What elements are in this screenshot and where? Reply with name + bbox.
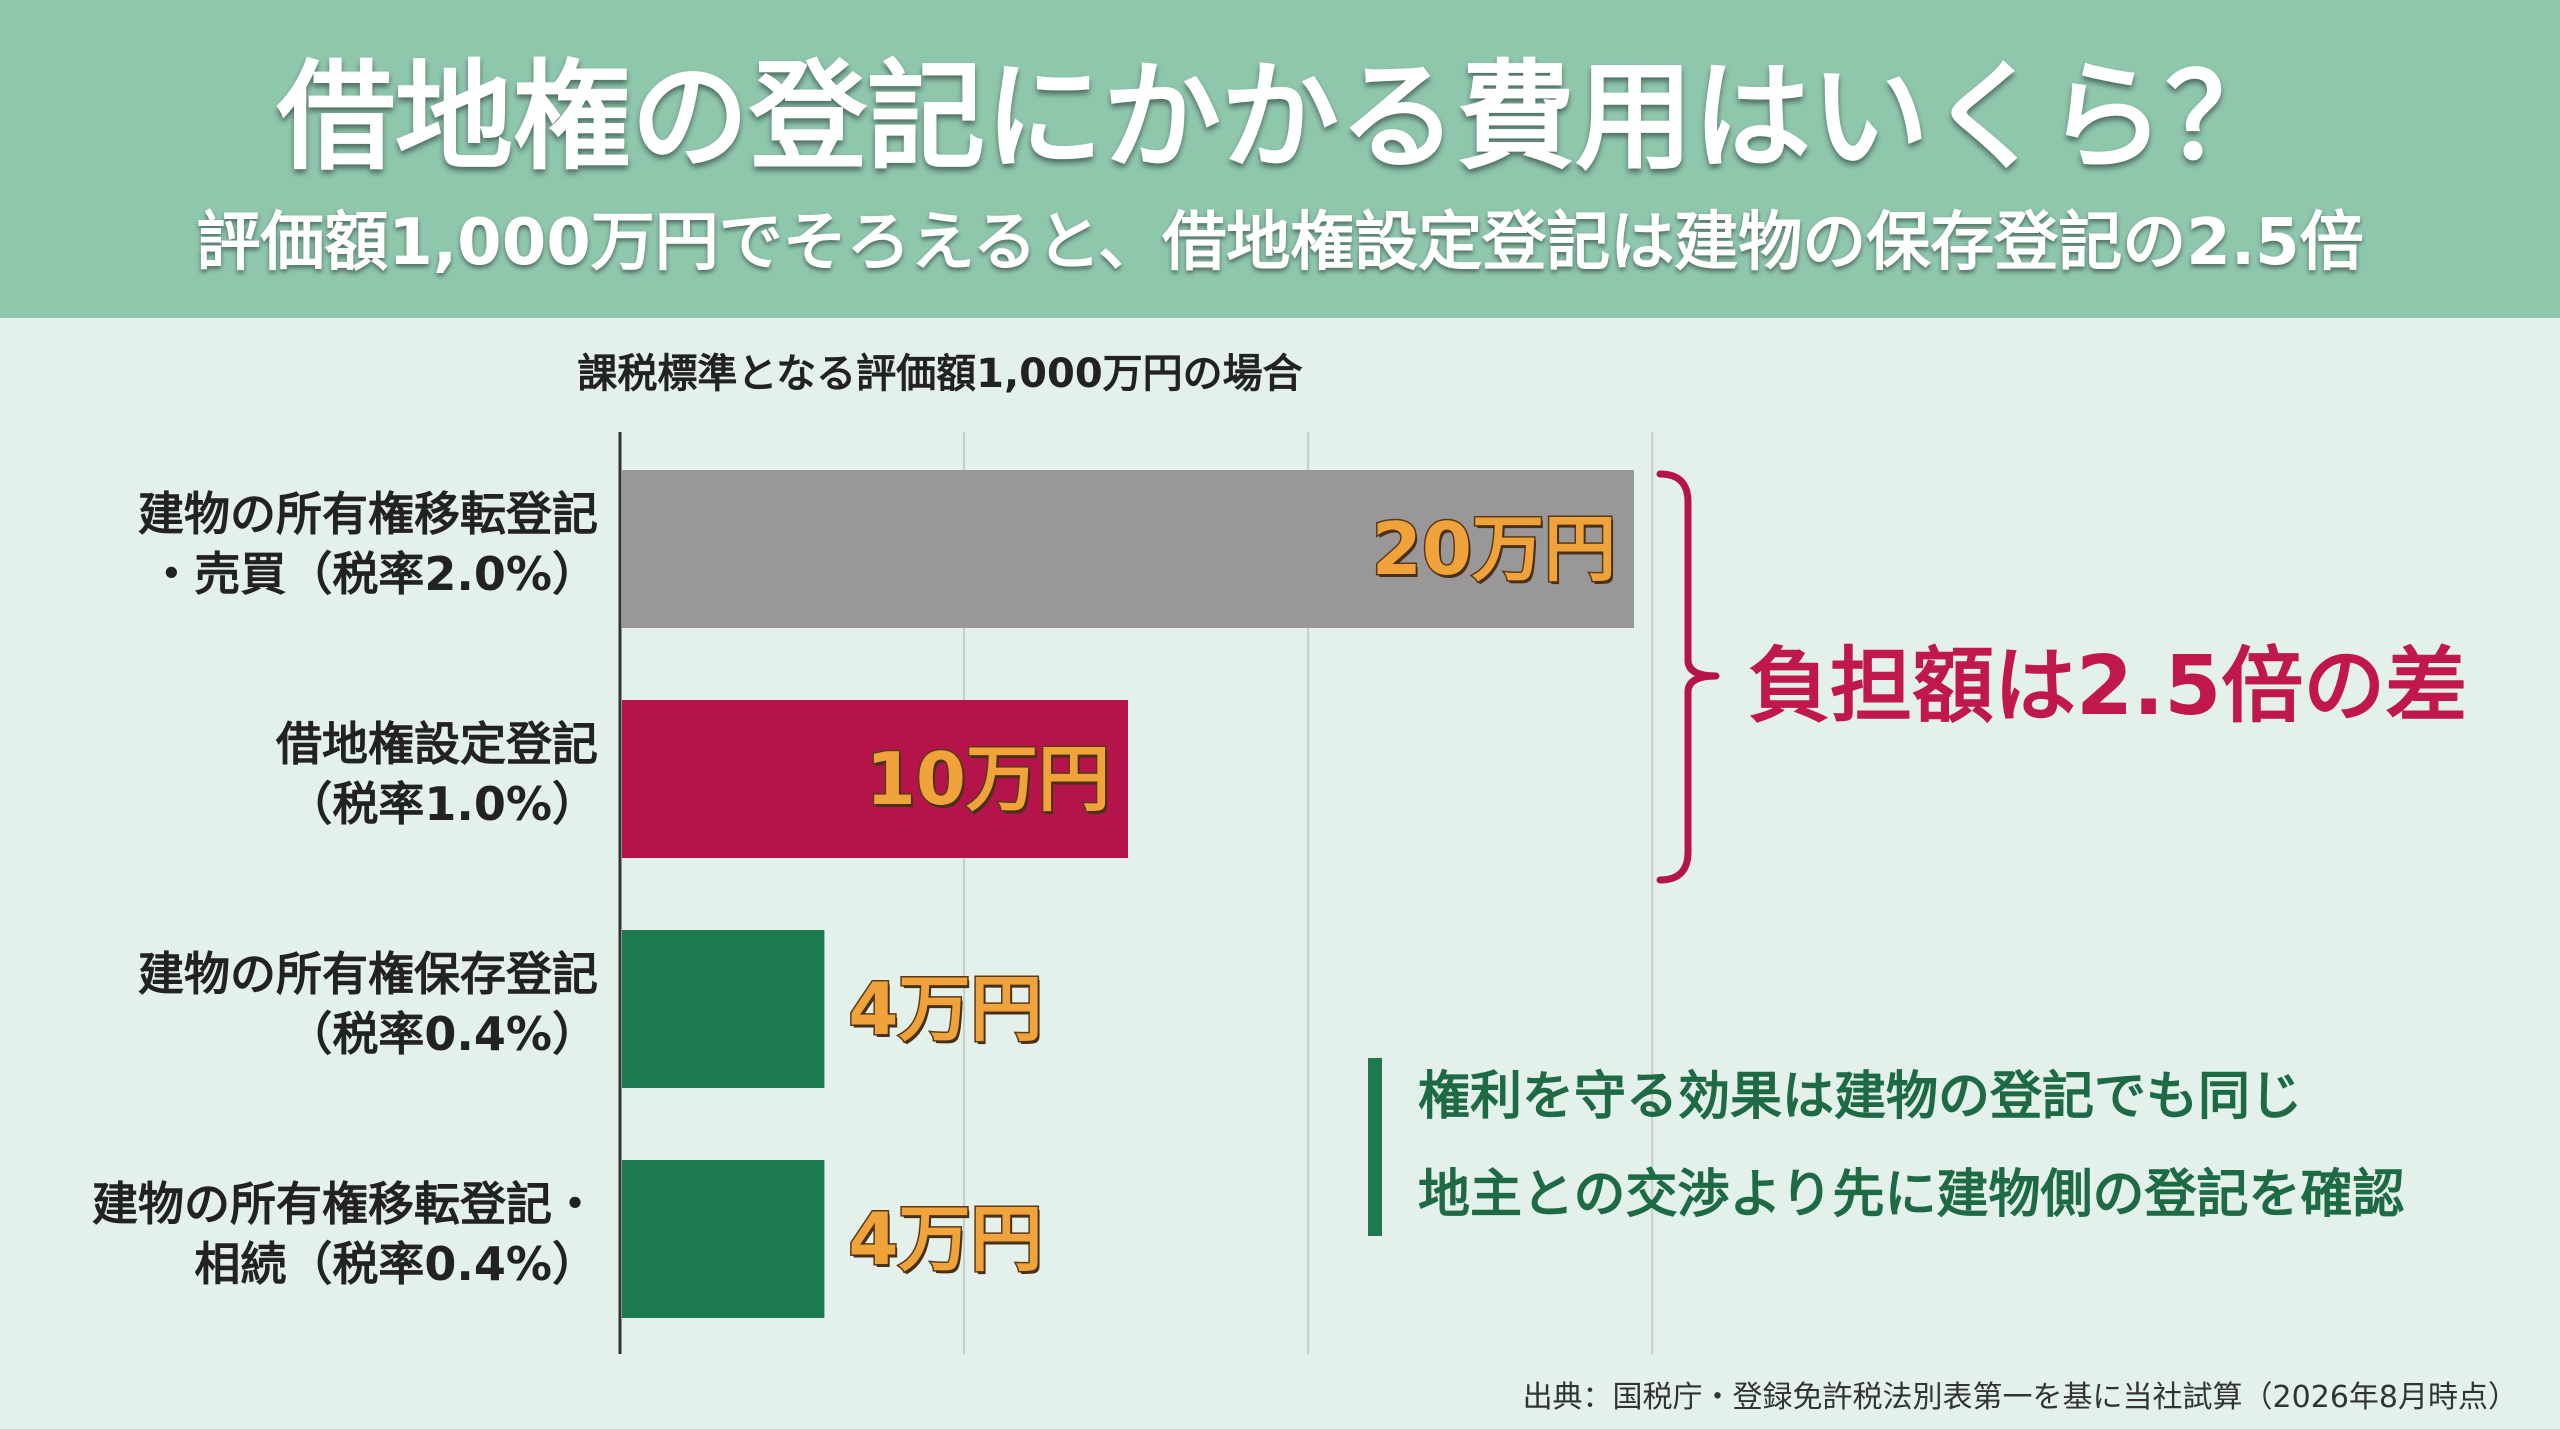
category-label-line: （税率0.4%） [286, 1007, 598, 1061]
page-subtitle: 評価額1,000万円でそろえると、借地権設定登記は建物の保存登記の2.5倍 [196, 206, 2364, 280]
value-label-4: 4万円 [847, 1196, 1044, 1283]
category-label-line: 借地権設定登記 [276, 717, 598, 771]
bar-4 [622, 1160, 825, 1318]
category-label-line: （税率1.0%） [286, 777, 598, 831]
category-label-3: 建物の所有権保存登記 （税率0.4%） [138, 944, 598, 1064]
category-label-line: ・売買（税率2.0%） [148, 547, 598, 601]
value-label-1: 20万円 [1370, 506, 1617, 593]
bar-1 [622, 470, 1634, 628]
category-label-line: 建物の所有権保存登記 [138, 947, 598, 1001]
bar-2 [622, 700, 1128, 858]
note-line-1: 権利を守る効果は建物の登記でも同じ [1418, 1067, 2303, 1127]
source-citation: 出典：国税庁・登録免許税法別表第一を基に当社試算（2026年8月時点） [1522, 1380, 2518, 1415]
note-accent-bar [1368, 1058, 1382, 1236]
value-label-2: 10万円 [864, 736, 1111, 823]
note-line-2: 地主との交渉より先に建物側の登記を確認 [1418, 1165, 2405, 1225]
category-label-1: 建物の所有権移転登記・売買（税率2.0%） [138, 484, 598, 604]
chart-title: 課税標準となる評価額1,000万円の場合 [577, 351, 1303, 397]
category-label-line: 建物の所有権移転登記 [138, 487, 598, 541]
bar-3 [622, 930, 825, 1088]
page-title: 借地権の登記にかかる費用はいくら？ [276, 48, 2283, 186]
header-banner: 借地権の登記にかかる費用はいくら？ 評価額1,000万円でそろえると、借地権設定… [0, 0, 2560, 318]
category-label-line: 建物の所有権移転登記・ [92, 1177, 598, 1231]
category-label-line: 相続（税率0.4%） [194, 1237, 598, 1291]
category-label-4: 建物の所有権移転登記・相続（税率0.4%） [92, 1174, 598, 1294]
category-label-2: 借地権設定登記 （税率1.0%） [276, 714, 598, 834]
comparison-bracket [1656, 470, 1720, 884]
difference-annotation: 負担額は2.5倍の差 [1748, 639, 2468, 734]
value-label-3: 4万円 [847, 966, 1044, 1053]
